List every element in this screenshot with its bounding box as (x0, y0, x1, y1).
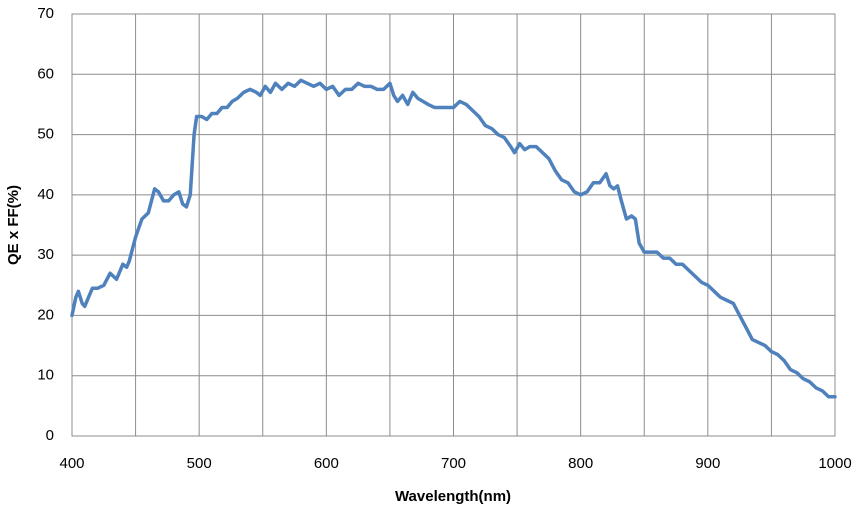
y-tick-label: 70 (37, 5, 54, 22)
y-tick-label: 20 (37, 306, 54, 323)
x-tick-label: 1000 (818, 455, 851, 472)
y-tick-label: 10 (37, 367, 54, 384)
y-axis-title: QE x FF(%) (5, 185, 22, 265)
y-tick-label: 50 (37, 126, 54, 143)
series-line (70, 78, 837, 399)
x-tick-label: 600 (314, 455, 339, 472)
x-tick-label: 700 (441, 455, 466, 472)
y-tick-label: 40 (37, 186, 54, 203)
x-tick-label: 800 (568, 455, 593, 472)
y-tick-label: 60 (37, 65, 54, 82)
x-tick-label: 500 (187, 455, 212, 472)
plot-border (71, 13, 836, 437)
y-tick-label: 0 (46, 427, 54, 444)
x-tick-label: 900 (695, 455, 720, 472)
y-tick-label: 30 (37, 246, 54, 263)
x-axis-title: Wavelength(nm) (395, 488, 511, 505)
x-tick-label: 400 (59, 455, 84, 472)
